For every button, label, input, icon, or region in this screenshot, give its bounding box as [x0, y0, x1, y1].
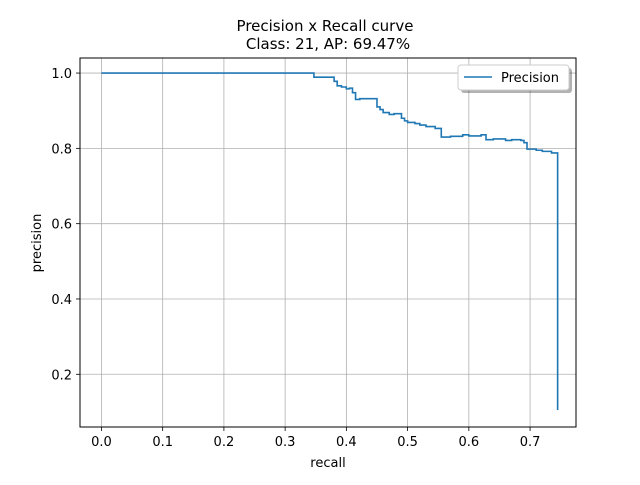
x-tick-label: 0.1 [152, 435, 173, 450]
y-tick-label: 0.6 [51, 218, 72, 233]
x-tick-label: 0.6 [458, 435, 479, 450]
x-tick-label: 0.2 [214, 435, 235, 450]
legend-label-precision: Precision [501, 71, 559, 86]
legend-box [457, 64, 570, 91]
y-tick-label: 0.2 [51, 368, 72, 383]
y-tick-label: 1.0 [51, 67, 72, 82]
chart-subtitle: Class: 21, AP: 69.47% [246, 35, 410, 53]
plot-frame [79, 57, 577, 428]
chart-title: Precision x Recall curve [237, 17, 414, 35]
x-axis-ticks: 0.0 0.1 0.2 0.3 0.4 0.5 0.6 0.7 [91, 427, 540, 450]
series-line-precision [101, 72, 559, 411]
x-tick-label: 0.3 [275, 435, 296, 450]
x-tick-label: 0.5 [397, 435, 418, 450]
series-layer [101, 72, 559, 411]
grid-lines [80, 58, 576, 427]
legend: Precision [457, 64, 572, 93]
y-axis-label: precision [30, 214, 45, 273]
plot-area [101, 72, 559, 411]
y-tick-label: 0.8 [51, 142, 72, 157]
y-tick-label: 0.4 [51, 293, 72, 308]
x-tick-label: 0.7 [520, 435, 541, 450]
x-tick-label: 0.0 [91, 435, 112, 450]
x-axis-label: recall [310, 456, 345, 471]
y-axis-ticks: 0.2 0.4 0.6 0.8 1.0 [51, 67, 80, 383]
x-tick-label: 0.4 [336, 435, 357, 450]
